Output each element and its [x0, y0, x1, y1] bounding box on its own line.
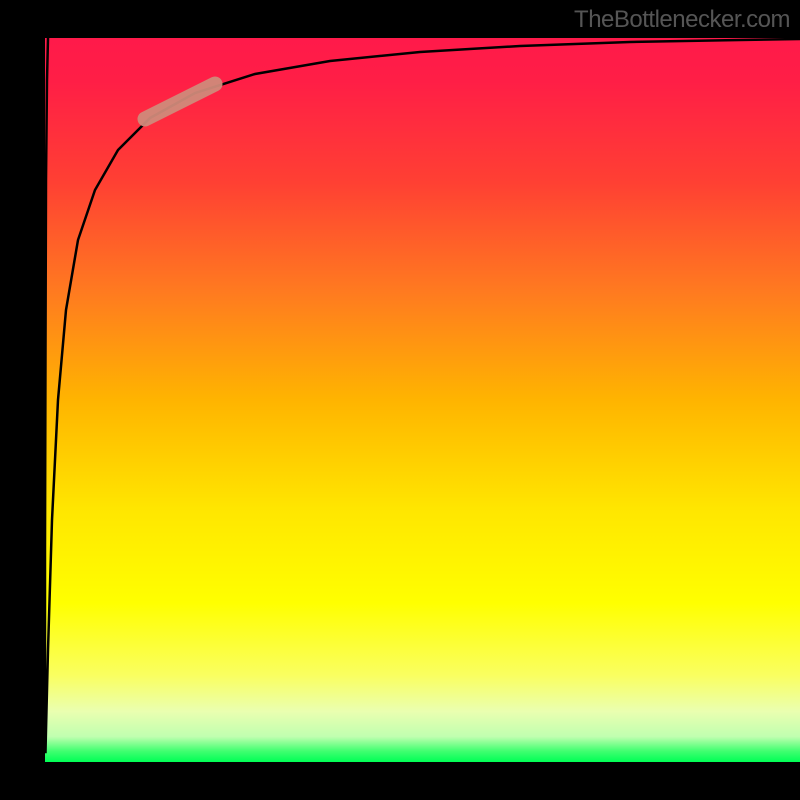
- bottleneck-curve: [45, 38, 800, 752]
- curve-overlay: [45, 38, 800, 762]
- plot-area: [45, 38, 800, 762]
- highlight-segment: [145, 84, 215, 119]
- attribution-text: TheBottlenecker.com: [574, 6, 790, 34]
